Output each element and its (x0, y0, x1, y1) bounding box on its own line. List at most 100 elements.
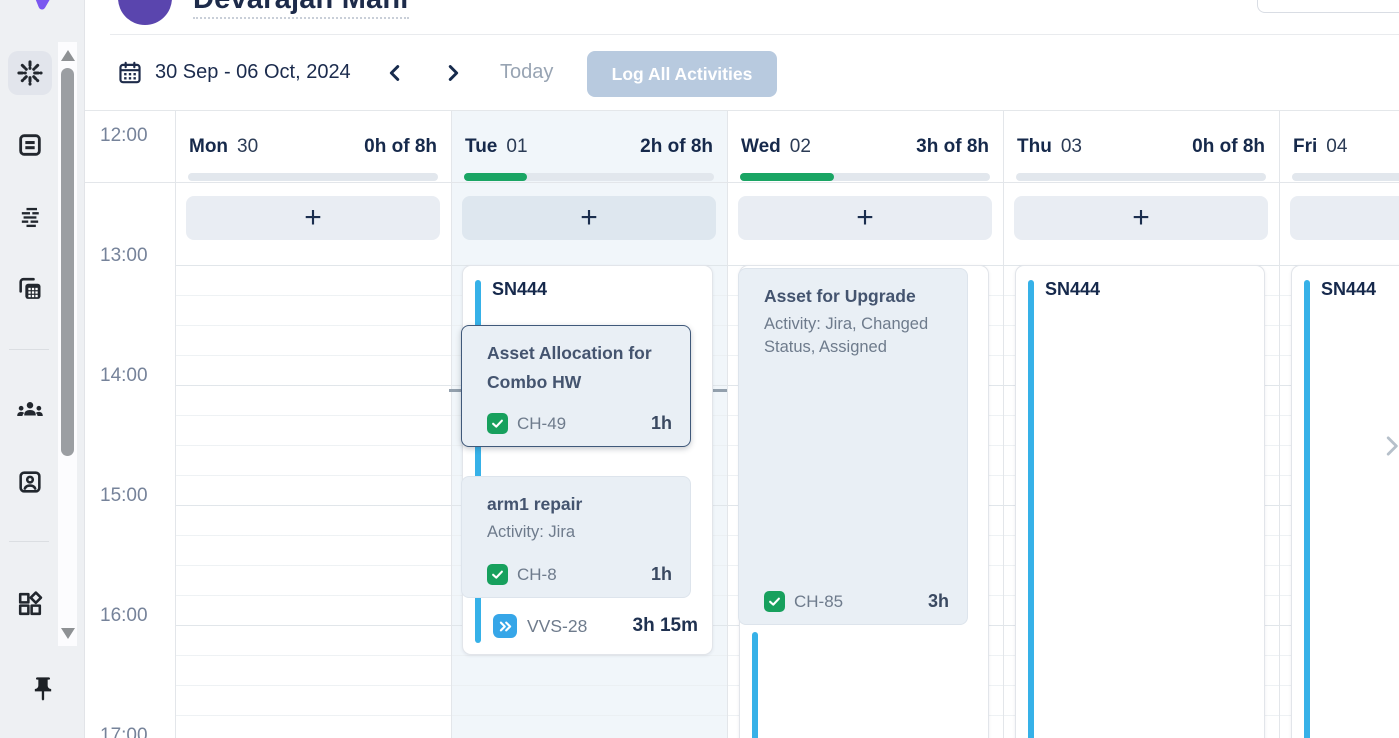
worklog-entry-ch85[interactable]: Asset for Upgrade Activity: Jira, Change… (738, 268, 968, 625)
log-all-activities-button[interactable]: Log All Activities (587, 51, 777, 97)
column-border (1003, 111, 1004, 738)
day-progress-fri (1292, 173, 1399, 181)
sidebar (0, 0, 85, 738)
toolbar: 30 Sep - 06 Oct, 2024 Today Log All Acti… (85, 35, 1399, 110)
sidebar-item-backlog[interactable] (8, 195, 52, 239)
scroll-down-arrow-icon[interactable] (61, 628, 75, 639)
done-status-chip (487, 413, 508, 434)
day-progress-tue (464, 173, 714, 181)
page-title: Devarajan Mani (193, 0, 409, 19)
sidebar-item-team[interactable] (8, 388, 52, 432)
day-header-fri: Fri 04 (1293, 131, 1399, 163)
scroll-right-button[interactable] (1379, 431, 1399, 466)
sidebar-divider (9, 349, 49, 350)
add-entry-button-mon[interactable]: + (186, 196, 440, 240)
day-progress-mon (188, 173, 438, 181)
worklog-entry-ch49[interactable]: Asset Allocation for Combo HW CH-49 1h (461, 325, 691, 447)
today-button[interactable]: Today (500, 61, 554, 83)
add-entry-button-thu[interactable]: + (1014, 196, 1268, 240)
day-header-tue: Tue 01 2h of 8h (465, 131, 713, 163)
team-icon (17, 402, 43, 416)
check-icon (492, 419, 503, 428)
done-status-chip (764, 591, 785, 612)
add-entry-button-wed[interactable]: + (738, 196, 992, 240)
calendar-icon[interactable] (117, 60, 143, 86)
avatar[interactable] (118, 0, 172, 25)
time-label: 13:00 (100, 245, 148, 266)
issue-key: CH-85 (794, 591, 844, 611)
day-header-wed: Wed 02 3h of 8h (741, 131, 989, 163)
worklog-entry-vvs28[interactable]: VVS-28 3h 15m (493, 612, 698, 640)
column-border (727, 111, 728, 738)
chevron-left-icon (389, 65, 400, 81)
time-tick (713, 389, 727, 392)
header-divider (110, 34, 1399, 35)
sidebar-item-apps[interactable] (8, 582, 52, 626)
entry-duration: 1h (650, 564, 672, 584)
sidebar-item-notes[interactable] (8, 123, 52, 167)
worklog-card-fri[interactable]: SN444 (1291, 265, 1399, 738)
header-row-border (85, 182, 1399, 183)
column-border (1279, 111, 1280, 738)
sidebar-item-activity-burst[interactable] (8, 51, 52, 95)
day-date: 04 (1326, 136, 1348, 157)
entry-title: Asset for Upgrade (764, 286, 916, 306)
sidebar-item-calendars[interactable] (8, 267, 52, 311)
sidebar-divider (9, 541, 49, 542)
check-icon (492, 570, 503, 579)
day-name: Wed (741, 136, 781, 157)
pin-button[interactable] (29, 675, 57, 708)
pin-icon (34, 677, 52, 701)
worklog-card-thu[interactable]: SN444 (1015, 265, 1265, 738)
time-label: 17:00 (100, 725, 148, 738)
day-header-thu: Thu 03 0h of 8h (1017, 131, 1265, 163)
week-calendar: 12:00 13:00 15:00 14:00 16:00 17:00 Mon … (85, 110, 1399, 738)
time-label: 15:00 (100, 485, 148, 506)
next-week-button[interactable] (436, 57, 470, 89)
entry-subtitle: Activity: Jira, Changed Status, Assigned (764, 315, 929, 356)
day-date: 01 (506, 136, 528, 157)
card-group-title: SN444 (1045, 279, 1101, 299)
chevron-right-icon (1386, 436, 1398, 456)
prev-week-button[interactable] (378, 57, 412, 89)
day-date: 03 (1060, 136, 1082, 157)
day-date: 02 (789, 136, 811, 157)
day-date: 30 (237, 136, 259, 157)
day-name: Fri (1293, 136, 1318, 157)
time-label: 14:00 (100, 365, 148, 386)
tracker-bar (1028, 280, 1034, 738)
entry-duration: 3h 15m (632, 615, 698, 636)
tracker-bar (475, 280, 481, 643)
double-chevron-right-icon (499, 621, 511, 631)
day-progress-thu (1016, 173, 1266, 181)
worklog-card-tue[interactable]: SN444 Asset Allocation for Combo HW CH-4… (461, 265, 713, 655)
worklog-entry-ch8[interactable]: arm1 repair Activity: Jira CH-8 1h (461, 476, 691, 598)
progress-fill (740, 173, 834, 181)
date-range[interactable]: 30 Sep - 06 Oct, 2024 (155, 61, 351, 83)
entry-title: Asset Allocation for Combo HW (487, 343, 652, 392)
calendars-icon (19, 277, 41, 299)
entry-duration: 3h (927, 591, 949, 611)
day-header-mon: Mon 30 0h of 8h (189, 131, 437, 163)
day-hours: 2h of 8h (640, 136, 713, 157)
in-progress-status-chip (493, 614, 517, 638)
done-status-chip (487, 564, 508, 585)
sidebar-scrollbar[interactable] (58, 42, 77, 646)
activity-burst-icon (17, 60, 43, 86)
card-group-title: SN444 (492, 279, 548, 299)
column-border (451, 111, 452, 738)
worklog-card-wed[interactable]: Asset for Upgrade Activity: Jira, Change… (738, 265, 989, 738)
sidebar-item-profile[interactable] (8, 460, 52, 504)
add-entry-button-tue[interactable]: + (462, 196, 716, 240)
top-right-panel (1257, 0, 1399, 13)
scroll-up-arrow-icon[interactable] (61, 50, 75, 61)
entry-title: arm1 repair (487, 494, 583, 514)
day-hours: 0h of 8h (364, 136, 437, 157)
app-logo-icon (35, 0, 50, 10)
scrollbar-thumb[interactable] (61, 68, 74, 456)
day-progress-wed (740, 173, 990, 181)
entry-duration: 1h (650, 413, 672, 433)
day-hours: 3h of 8h (916, 136, 989, 157)
time-tick (449, 389, 463, 392)
add-entry-button-fri[interactable]: + (1290, 196, 1399, 240)
